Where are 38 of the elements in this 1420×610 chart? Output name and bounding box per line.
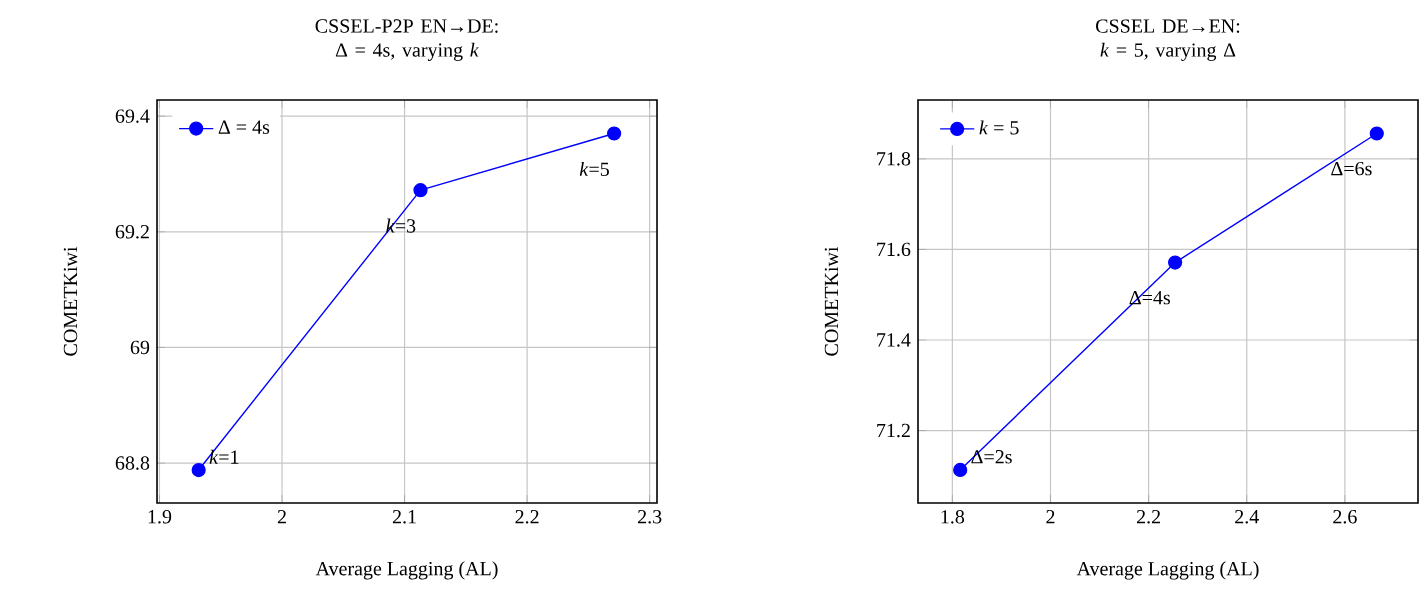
point: [1168, 255, 1183, 270]
x-tick-label: 2.2: [515, 510, 539, 524]
point: [191, 462, 206, 478]
x-axis-title: Average Lagging (AL): [315, 561, 498, 580]
y-tick-label: 69.4: [115, 109, 150, 123]
legend-label: Δ = 4s: [218, 120, 270, 134]
legend-label: k = 5: [979, 120, 1019, 135]
y-tick-label: 71.2: [877, 423, 910, 438]
x-tick-label: 1.8: [941, 510, 965, 524]
chart-subtitle: k = 5, varying Δ: [1100, 42, 1236, 61]
chart-subtitle: Δ = 4s, varying k: [335, 42, 479, 61]
x-axis-title: Average Lagging (AL): [1076, 561, 1259, 580]
x-tick-label: 2: [1046, 510, 1055, 524]
y-tick-label: 71.6: [877, 242, 911, 257]
x-tick-label: 2.3: [638, 510, 662, 524]
x-tick-label: 2: [277, 510, 286, 524]
y-axis-title: COMETKiwi: [63, 246, 78, 356]
annotation: k=5: [579, 161, 609, 176]
y-tick-label: 69.2: [115, 225, 149, 239]
annotation: Δ=6s: [1331, 161, 1372, 176]
x-tick-label: 1.9: [148, 510, 172, 524]
x-tick-label: 2.4: [1235, 510, 1259, 524]
chart-title: CSSEL-P2P EN→DE:: [315, 19, 498, 33]
y-tick-label: 71.4: [877, 333, 911, 347]
annotation: k=1: [209, 449, 239, 464]
y-tick-label: 71.8: [877, 152, 911, 166]
y-axis-title: COMETKiwi: [824, 246, 839, 356]
chart-title: CSSEL DE→EN:: [1096, 19, 1240, 33]
y-tick-label: 68.8: [115, 456, 150, 470]
x-tick-label: 2.1: [392, 510, 416, 524]
point: [1369, 126, 1384, 141]
point: [413, 183, 428, 198]
y-tick-label: 69: [130, 340, 150, 355]
x-tick-label: 2.6: [1333, 510, 1357, 524]
annotation: Δ=2s: [971, 450, 1012, 464]
point: [953, 462, 968, 478]
point: [607, 126, 622, 141]
x-tick-label: 2.2: [1137, 510, 1161, 524]
